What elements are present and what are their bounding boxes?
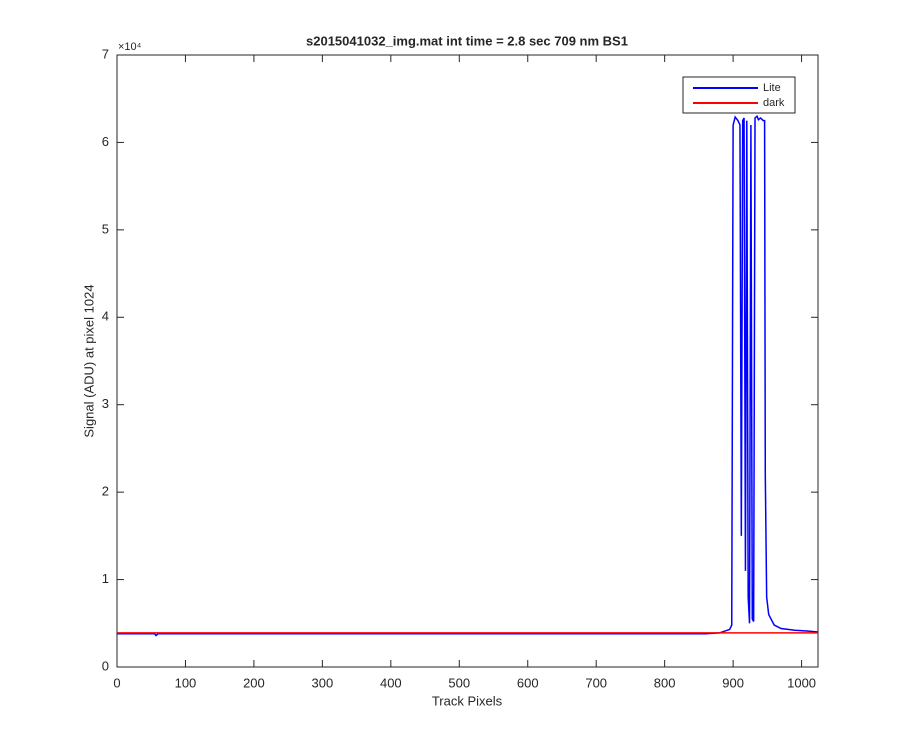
y-multiplier: ×10⁴ (118, 41, 142, 53)
x-tick-label: 100 (175, 675, 197, 690)
legend-label: dark (763, 97, 785, 109)
x-tick-label: 1000 (787, 675, 816, 690)
y-tick-label: 2 (102, 484, 109, 499)
y-tick-label: 3 (102, 396, 109, 411)
legend-box (682, 76, 796, 114)
y-tick-label: 4 (102, 309, 109, 324)
y-tick-label: 7 (102, 46, 109, 61)
x-tick-label: 900 (722, 675, 744, 690)
plot-area (116, 54, 819, 668)
x-axis-label: Track Pixels (432, 693, 503, 708)
series-line (117, 114, 819, 637)
x-tick-label: 600 (517, 675, 539, 690)
x-tick-label: 200 (243, 675, 265, 690)
chart-title: s2015041032_img.mat int time = 2.8 sec 7… (306, 33, 628, 48)
x-tick-label: 500 (448, 675, 470, 690)
y-tick-label: 1 (102, 571, 109, 586)
y-axis-label: Signal (ADU) at pixel 1024 (81, 284, 96, 437)
x-tick-label: 400 (380, 675, 402, 690)
y-tick-label: 0 (102, 658, 109, 673)
x-tick-label: 0 (113, 675, 120, 690)
legend-label: Lite (763, 82, 781, 94)
x-tick-label: 300 (312, 675, 334, 690)
x-tick-label: 800 (654, 675, 676, 690)
y-tick-label: 6 (102, 134, 109, 149)
y-tick-label: 5 (102, 221, 109, 236)
x-tick-label: 700 (585, 675, 607, 690)
